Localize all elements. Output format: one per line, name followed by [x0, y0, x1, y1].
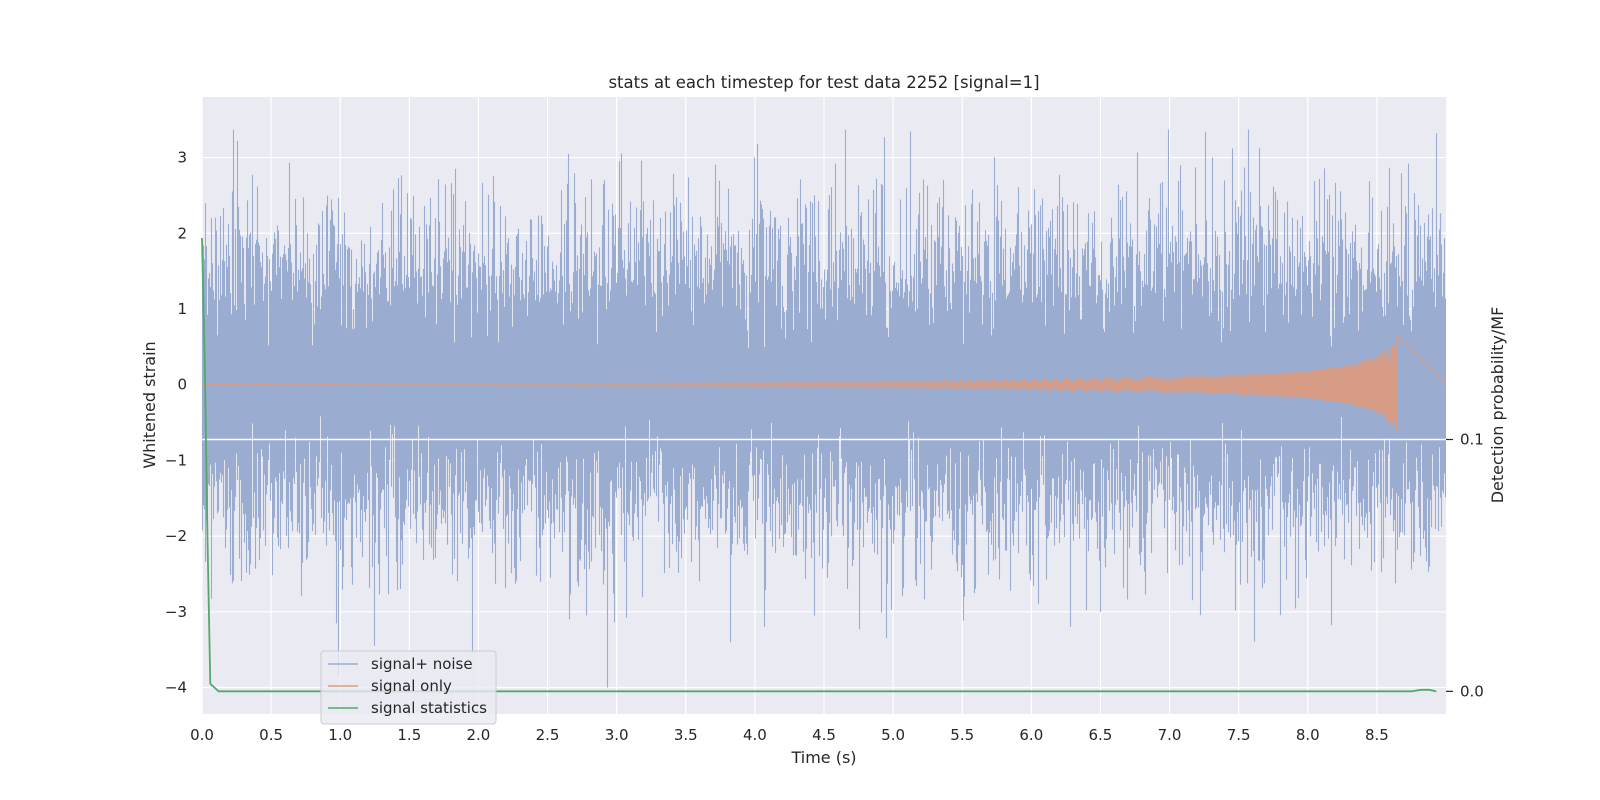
y2-tick-label: 0.1 [1460, 430, 1484, 448]
x-tick-label: 1.0 [328, 726, 352, 744]
y-tick-label: −1 [165, 451, 187, 469]
y-tick-label: −4 [165, 679, 187, 697]
x-tick-label: 8.0 [1296, 726, 1320, 744]
x-tick-label: 6.0 [1019, 726, 1043, 744]
x-tick-label: 7.5 [1227, 726, 1251, 744]
y2-tick-label: 0.0 [1460, 682, 1484, 700]
x-axis-label: Time (s) [790, 748, 856, 767]
y-tick-label: −3 [165, 603, 187, 621]
legend-box [320, 650, 497, 725]
x-tick-label: 0.5 [259, 726, 283, 744]
chart-title: stats at each timestep for test data 225… [608, 73, 1039, 92]
y-tick-label: −2 [165, 527, 187, 545]
legend-label-signal-statistics: signal statistics [371, 699, 487, 717]
legend-label-signal-noise: signal+ noise [371, 655, 473, 673]
y2-axis-label: Detection probability/MF [1488, 307, 1507, 504]
y-axis-ticks: 3 2 1 0 −1 −2 −3 −4 [165, 149, 187, 697]
x-axis-ticks: 0.0 0.5 1.0 1.5 2.0 2.5 3.0 3.5 4.0 4.5 5.0 5.5 6.0 6… [190, 726, 1389, 744]
x-tick-label: 7.0 [1158, 726, 1182, 744]
x-tick-label: 1.5 [397, 726, 421, 744]
legend: signal+ noise signal only signal statist… [320, 650, 497, 725]
y-tick-label: 0 [177, 376, 187, 394]
y-tick-label: 1 [177, 300, 187, 318]
plot-area [201, 129, 1447, 693]
x-tick-label: 6.5 [1089, 726, 1113, 744]
y-tick-label: 3 [177, 149, 187, 167]
series-signal-statistics [201, 238, 1437, 693]
x-tick-label: 4.5 [812, 726, 836, 744]
x-tick-label: 0.0 [190, 726, 214, 744]
y-tick-label: 2 [177, 224, 187, 242]
x-tick-label: 8.5 [1365, 726, 1389, 744]
x-tick-label: 3.0 [605, 726, 629, 744]
y-axis-label: Whitened strain [140, 341, 159, 468]
x-tick-label: 2.0 [467, 726, 491, 744]
x-tick-label: 2.5 [536, 726, 560, 744]
series-signal-only [202, 334, 1447, 432]
x-tick-label: 4.0 [743, 726, 767, 744]
legend-label-signal-only: signal only [371, 677, 452, 695]
y2-axis-ticks: 0.1 0.0 [1446, 430, 1484, 700]
x-tick-label: 5.0 [881, 726, 905, 744]
x-tick-label: 5.5 [950, 726, 974, 744]
x-tick-label: 3.5 [674, 726, 698, 744]
